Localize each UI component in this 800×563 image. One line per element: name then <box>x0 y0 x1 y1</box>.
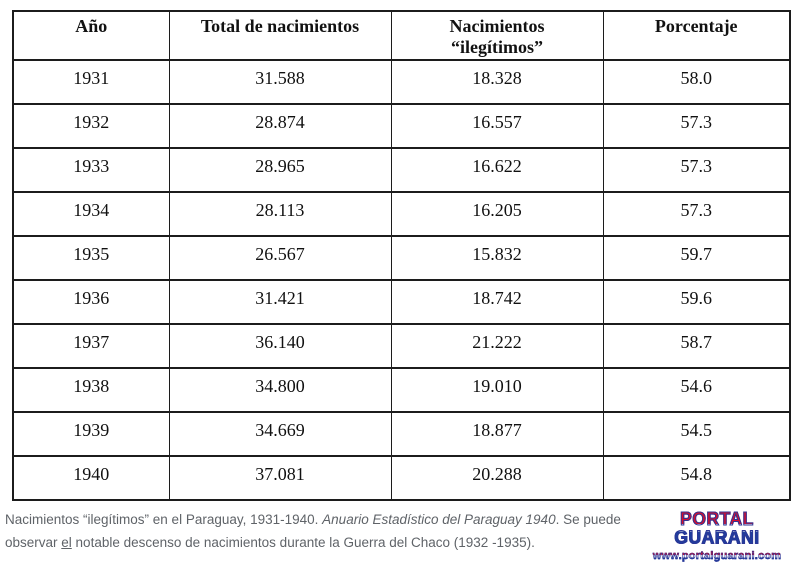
cell-total: 34.800 <box>168 367 392 413</box>
portal-guarani-logo: PORTAL GUARANI <box>637 509 797 547</box>
caption-text-lead: Nacimientos “ilegítimos” en el Paraguay,… <box>5 511 323 527</box>
cell-illegitimate: 19.010 <box>390 367 604 413</box>
column-header-year: Año <box>12 10 170 61</box>
cell-total: 26.567 <box>168 235 392 281</box>
cell-percentage: 58.7 <box>602 323 791 369</box>
cell-total: 28.113 <box>168 191 392 237</box>
table-header-row: Año Total de nacimientos Nacimientos “il… <box>12 10 791 61</box>
cell-illegitimate: 20.288 <box>390 455 604 501</box>
cell-year: 1938 <box>12 367 170 413</box>
cell-illegitimate: 16.205 <box>390 191 604 237</box>
column-header-percentage: Porcentaje <box>602 10 791 61</box>
cell-total: 34.669 <box>168 411 392 457</box>
cell-year: 1932 <box>12 103 170 149</box>
table-row: 1940 37.081 20.288 54.8 <box>12 455 791 501</box>
cell-total: 28.874 <box>168 103 392 149</box>
cell-percentage: 59.7 <box>602 235 791 281</box>
births-statistics-table: Año Total de nacimientos Nacimientos “il… <box>12 10 791 501</box>
table-body: 1931 31.588 18.328 58.0 1932 28.874 16.5… <box>12 59 791 501</box>
cell-illegitimate: 18.328 <box>390 59 604 105</box>
table-row: 1938 34.800 19.010 54.6 <box>12 367 791 413</box>
cell-year: 1937 <box>12 323 170 369</box>
cell-year: 1934 <box>12 191 170 237</box>
cell-year: 1939 <box>12 411 170 457</box>
cell-percentage: 54.8 <box>602 455 791 501</box>
cell-illegitimate: 16.557 <box>390 103 604 149</box>
caption-source-citation: Anuario Estadístico del Paraguay 1940 <box>322 511 556 527</box>
table-row: 1936 31.421 18.742 59.6 <box>12 279 791 325</box>
cell-illegitimate: 18.742 <box>390 279 604 325</box>
cell-total: 31.421 <box>168 279 392 325</box>
column-header-total-births: Total de nacimientos <box>168 10 392 61</box>
table-row: 1931 31.588 18.328 58.0 <box>12 59 791 105</box>
cell-percentage: 58.0 <box>602 59 791 105</box>
cell-year: 1935 <box>12 235 170 281</box>
cell-total: 37.081 <box>168 455 392 501</box>
cell-illegitimate: 18.877 <box>390 411 604 457</box>
cell-total: 31.588 <box>168 59 392 105</box>
table-row: 1933 28.965 16.622 57.3 <box>12 147 791 193</box>
table-row: 1932 28.874 16.557 57.3 <box>12 103 791 149</box>
cell-year: 1933 <box>12 147 170 193</box>
table-caption: Nacimientos “ilegítimos” en el Paraguay,… <box>5 508 673 554</box>
column-header-illegitimate-births: Nacimientos “ilegítimos” <box>390 10 604 61</box>
caption-underlined-word: el <box>61 534 72 550</box>
table-row: 1934 28.113 16.205 57.3 <box>12 191 791 237</box>
portal-guarani-url: www.portalguarani.com <box>652 549 782 562</box>
cell-year: 1931 <box>12 59 170 105</box>
cell-percentage: 57.3 <box>602 191 791 237</box>
caption-text-tail: notable descenso de nacimientos durante … <box>71 534 535 550</box>
cell-year: 1936 <box>12 279 170 325</box>
table-header: Año Total de nacimientos Nacimientos “il… <box>12 10 791 61</box>
cell-percentage: 59.6 <box>602 279 791 325</box>
cell-illegitimate: 21.222 <box>390 323 604 369</box>
cell-total: 36.140 <box>168 323 392 369</box>
cell-illegitimate: 15.832 <box>390 235 604 281</box>
table-row: 1937 36.140 21.222 58.7 <box>12 323 791 369</box>
cell-year: 1940 <box>12 455 170 501</box>
cell-percentage: 57.3 <box>602 147 791 193</box>
portal-guarani-watermark: PORTAL GUARANI www.portalguarani.com <box>637 509 797 563</box>
cell-total: 28.965 <box>168 147 392 193</box>
table-row: 1935 26.567 15.832 59.7 <box>12 235 791 281</box>
cell-percentage: 54.6 <box>602 367 791 413</box>
cell-illegitimate: 16.622 <box>390 147 604 193</box>
table-row: 1939 34.669 18.877 54.5 <box>12 411 791 457</box>
cell-percentage: 57.3 <box>602 103 791 149</box>
cell-percentage: 54.5 <box>602 411 791 457</box>
